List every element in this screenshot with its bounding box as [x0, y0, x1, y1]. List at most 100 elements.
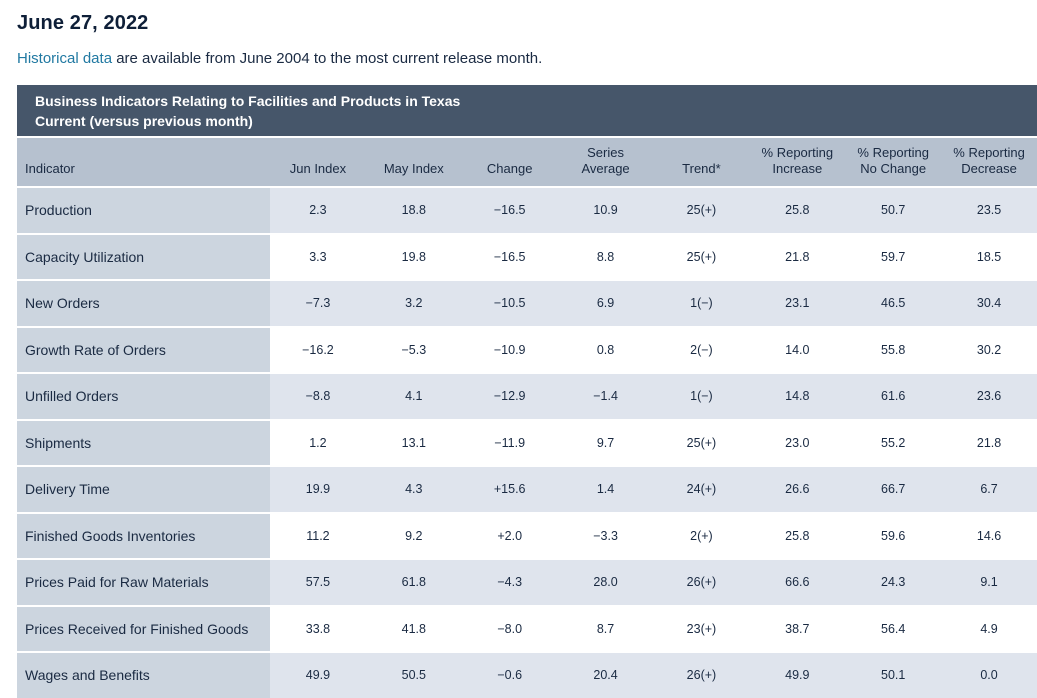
value-cell: +15.6 — [461, 467, 558, 512]
value-cell: 8.7 — [557, 606, 654, 651]
column-header-may-index: May Index — [383, 161, 444, 176]
value-cell: 11.2 — [270, 513, 366, 558]
indicator-cell: Delivery Time — [17, 467, 270, 512]
value-cell: 23.5 — [941, 188, 1037, 233]
value-cell: 46.5 — [845, 281, 942, 326]
value-cell: −1.4 — [557, 374, 654, 419]
value-cell: −4.3 — [461, 560, 558, 605]
value-cell: 59.6 — [845, 513, 942, 558]
value-cell: 61.8 — [365, 560, 462, 605]
value-cell: 9.7 — [557, 420, 654, 465]
table-title-line2: Current (versus previous month) — [35, 113, 253, 129]
value-cell: 2(−) — [653, 327, 750, 372]
value-cell: 2.3 — [270, 188, 366, 233]
value-cell: 33.8 — [270, 606, 366, 651]
value-cell: 25(+) — [653, 420, 750, 465]
value-cell: 1.4 — [557, 467, 654, 512]
value-cell: 66.7 — [845, 467, 942, 512]
value-cell: 4.3 — [365, 467, 462, 512]
table-row: Finished Goods Inventories 11.2 9.2 +2.0 −3.… — [17, 513, 1037, 558]
value-cell: 18.5 — [941, 234, 1037, 279]
value-cell: 25.8 — [749, 513, 846, 558]
column-header-series-average: Series Average — [581, 145, 630, 176]
value-cell: −8.0 — [461, 606, 558, 651]
value-cell: 3.3 — [270, 234, 366, 279]
page-title: June 27, 2022 — [17, 12, 149, 34]
table-row: Shipments 1.2 13.1 −11.9 9.7 25(+) 23.0 55.2 21.… — [17, 420, 1037, 465]
value-cell: 14.0 — [749, 327, 846, 372]
column-header-reporting-increase: % Reporting Increase — [761, 145, 834, 176]
value-cell: 19.9 — [270, 467, 366, 512]
value-cell: 55.8 — [845, 327, 942, 372]
value-cell: 61.6 — [845, 374, 942, 419]
table-row: Prices Paid for Raw Materials 57.5 61.8 −4.… — [17, 560, 1037, 605]
value-cell: 24.3 — [845, 560, 942, 605]
value-cell: −16.5 — [461, 234, 558, 279]
value-cell: 50.1 — [845, 653, 942, 698]
value-cell: 26.6 — [749, 467, 846, 512]
indicator-cell: New Orders — [17, 281, 270, 326]
table-row: Unfilled Orders −8.8 4.1 −12.9 −1.4 1(−) 14.8 6… — [17, 374, 1037, 419]
column-header-jun-index: Jun Index — [289, 161, 347, 176]
value-cell: 50.7 — [845, 188, 942, 233]
value-cell: 14.8 — [749, 374, 846, 419]
value-cell: −7.3 — [270, 281, 366, 326]
intro-text-rest: are available from June 2004 to the most… — [112, 50, 543, 67]
value-cell: 30.2 — [941, 327, 1037, 372]
value-cell: 49.9 — [270, 653, 366, 698]
value-cell: 55.2 — [845, 420, 942, 465]
indicators-table: Business Indicators Relating to Faciliti… — [17, 85, 1037, 698]
indicator-cell: Finished Goods Inventories — [17, 513, 270, 558]
value-cell: 25(+) — [653, 188, 750, 233]
value-cell: 9.1 — [941, 560, 1037, 605]
value-cell: 24(+) — [653, 467, 750, 512]
value-cell: 50.5 — [365, 653, 462, 698]
value-cell: 10.9 — [557, 188, 654, 233]
value-cell: 6.7 — [941, 467, 1037, 512]
value-cell: 4.1 — [365, 374, 462, 419]
column-header-reporting-decrease: % Reporting Decrease — [953, 145, 1025, 176]
value-cell: 2(+) — [653, 513, 750, 558]
table-row: Production 2.3 18.8 −16.5 10.9 25(+) 25.8 50.7 2… — [17, 188, 1037, 233]
value-cell: 23.1 — [749, 281, 846, 326]
value-cell: −16.2 — [270, 327, 366, 372]
value-cell: +2.0 — [461, 513, 558, 558]
value-cell: 23(+) — [653, 606, 750, 651]
value-cell: 56.4 — [845, 606, 942, 651]
column-header-reporting-no-change: % Reporting No Change — [857, 145, 929, 176]
value-cell: 4.9 — [941, 606, 1037, 651]
value-cell: 1(−) — [653, 281, 750, 326]
indicator-cell: Prices Received for Finished Goods — [17, 606, 270, 651]
table-row: New Orders −7.3 3.2 −10.5 6.9 1(−) 23.1 46.5 30.… — [17, 281, 1037, 326]
intro-text: Historical data are available from June … — [17, 49, 1037, 68]
indicator-cell: Wages and Benefits — [17, 653, 270, 698]
value-cell: 49.9 — [749, 653, 846, 698]
table-row: Growth Rate of Orders −16.2 −5.3 −10.9 0.8 2(… — [17, 327, 1037, 372]
indicator-cell: Prices Paid for Raw Materials — [17, 560, 270, 605]
value-cell: −8.8 — [270, 374, 366, 419]
value-cell: 25(+) — [653, 234, 750, 279]
table-row: Prices Received for Finished Goods 33.8 41… — [17, 606, 1037, 651]
table-body: Production 2.3 18.8 −16.5 10.9 25(+) 25.8 50.7 2… — [17, 188, 1037, 698]
historical-data-link[interactable]: Historical data — [17, 50, 113, 67]
value-cell: 26(+) — [653, 560, 750, 605]
value-cell: 21.8 — [941, 420, 1037, 465]
value-cell: 0.0 — [941, 653, 1037, 698]
value-cell: 18.8 — [365, 188, 462, 233]
table-row: Wages and Benefits 49.9 50.5 −0.6 20.4 26(+) 4… — [17, 653, 1037, 698]
indicator-cell: Growth Rate of Orders — [17, 327, 270, 372]
value-cell: −12.9 — [461, 374, 558, 419]
value-cell: 26(+) — [653, 653, 750, 698]
table-row: Delivery Time 19.9 4.3 +15.6 1.4 24(+) 26.6 66.… — [17, 467, 1037, 512]
value-cell: 38.7 — [749, 606, 846, 651]
value-cell: 8.8 — [557, 234, 654, 279]
value-cell: −10.5 — [461, 281, 558, 326]
value-cell: 23.0 — [749, 420, 846, 465]
column-header-indicator: Indicator — [25, 161, 75, 176]
value-cell: 1(−) — [653, 374, 750, 419]
value-cell: −16.5 — [461, 188, 558, 233]
value-cell: −10.9 — [461, 327, 558, 372]
value-cell: 20.4 — [557, 653, 654, 698]
value-cell: 23.6 — [941, 374, 1037, 419]
